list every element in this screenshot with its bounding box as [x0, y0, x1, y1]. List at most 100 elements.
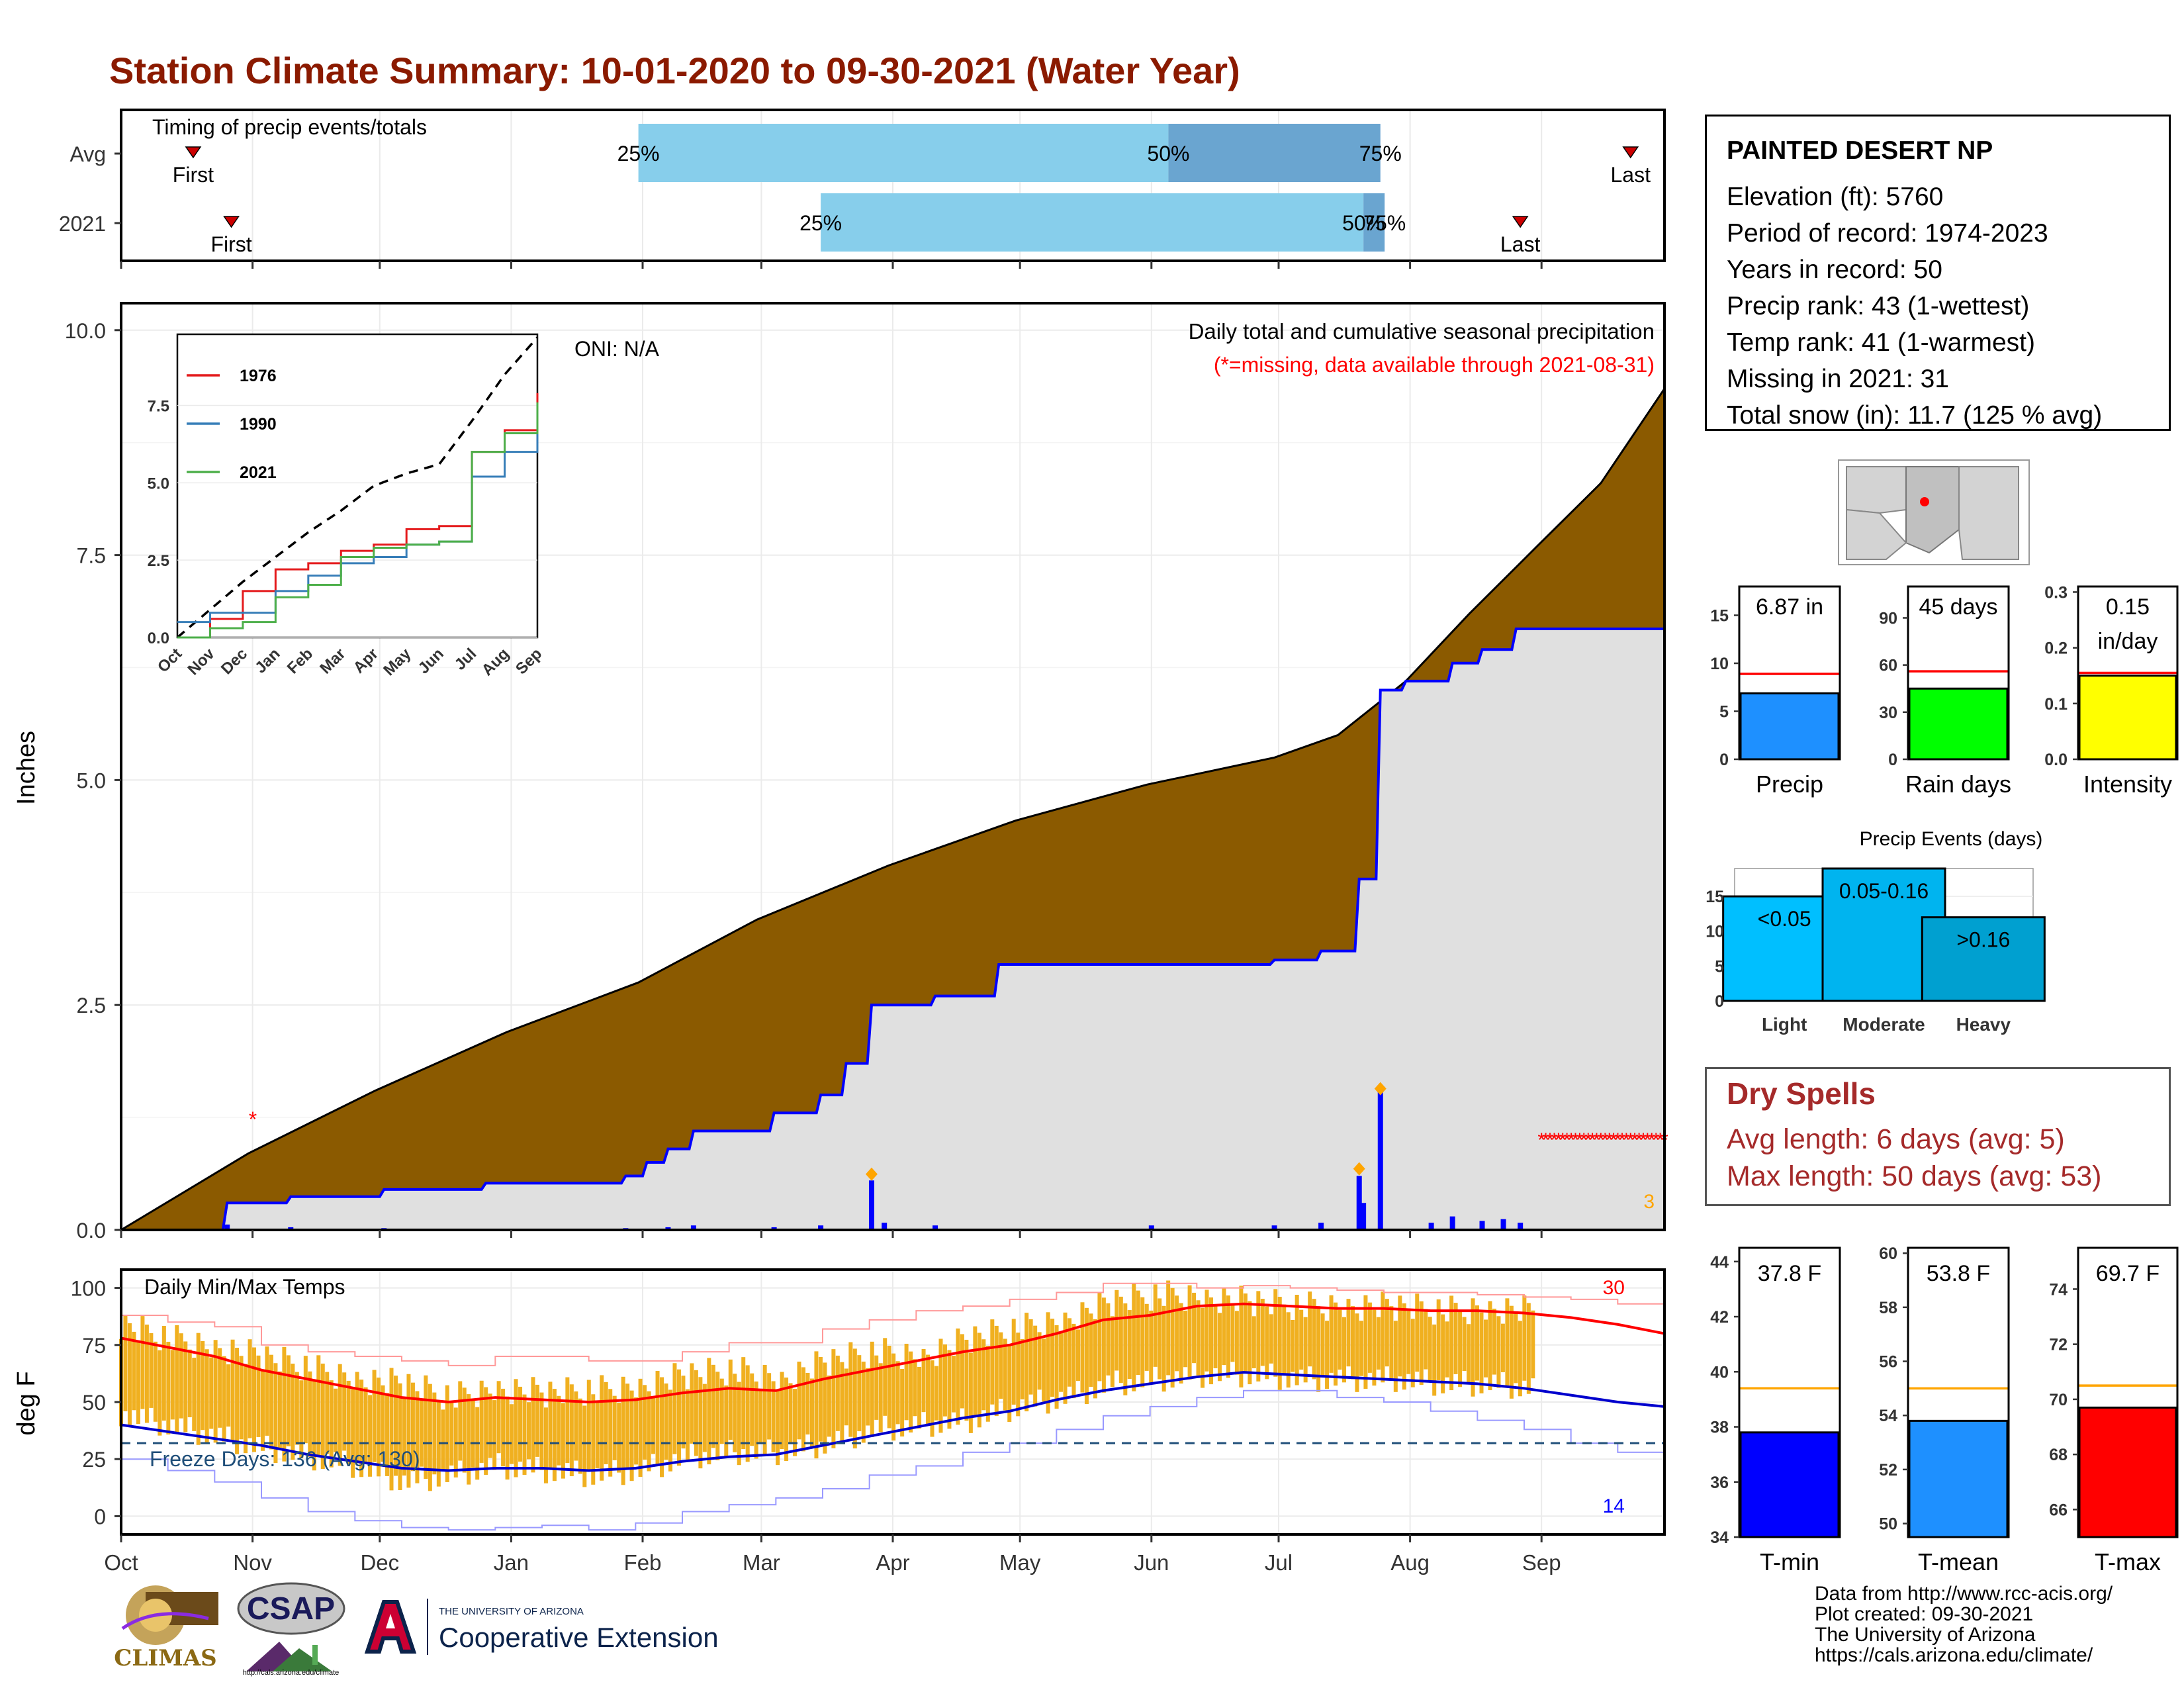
- daily-temp-range-bar: [363, 1387, 368, 1463]
- daily-temp-range-bar: [1256, 1291, 1261, 1382]
- daily-temp-range-bar: [818, 1356, 823, 1442]
- daily-temp-range-bar: [1213, 1305, 1218, 1368]
- totals-bar-Precip: [1739, 692, 1840, 761]
- temp-mean-y-tick-label: 66: [2049, 1501, 2068, 1519]
- event-bar-label: 0.05-0.16: [1839, 879, 1929, 903]
- missing-data-marker: *: [249, 1107, 257, 1131]
- daily-temp-range-bar: [1230, 1303, 1235, 1362]
- daily-temp-range-bar: [1338, 1309, 1342, 1370]
- daily-temp-range-bar: [741, 1357, 746, 1450]
- timing-bar-upper: [1363, 193, 1385, 252]
- missing-data-marker: *: [1551, 1129, 1559, 1151]
- month-tick-label: Feb: [624, 1550, 662, 1575]
- daily-temp-range-bar: [909, 1351, 913, 1433]
- daily-temp-range-bar: [277, 1371, 282, 1448]
- precip-corner-value: 3: [1643, 1191, 1655, 1213]
- daily-temp-range-bar: [647, 1391, 651, 1472]
- daily-temp-range-bar: [719, 1378, 724, 1444]
- inset-y-tick-label: 5.0: [148, 475, 169, 492]
- daily-temp-range-bar: [1291, 1319, 1295, 1372]
- daily-temp-range-bar: [132, 1331, 136, 1411]
- daily-temp-range-bar: [913, 1359, 917, 1417]
- daily-temp-range-bar: [600, 1375, 604, 1481]
- daily-temp-range-bar: [1462, 1317, 1467, 1372]
- temp-mean-panel-border: [1907, 1246, 2010, 1538]
- totals-value-text: 0.15: [2106, 594, 2150, 620]
- daily-temp-range-bar: [471, 1400, 475, 1468]
- daily-temp-range-bar: [222, 1356, 226, 1442]
- daily-temp-range-bar: [479, 1380, 484, 1463]
- daily-temp-range-bar: [926, 1354, 931, 1425]
- daily-temp-range-bar: [771, 1381, 776, 1452]
- daily-temp-range-bar: [904, 1343, 909, 1421]
- daily-precip-bar: [1271, 1225, 1277, 1230]
- daily-temp-range-bar: [424, 1375, 428, 1479]
- daily-temp-range-bar: [1071, 1323, 1076, 1399]
- last-event-label: Last: [1500, 232, 1541, 256]
- totals-y-tick-label: 0.3: [2044, 583, 2068, 602]
- daily-temp-range-bar: [1101, 1297, 1106, 1393]
- daily-temp-range-bar: [1526, 1303, 1531, 1394]
- missing-data-marker: *: [1580, 1129, 1588, 1151]
- daily-temp-range-bar: [1488, 1301, 1492, 1391]
- csap-url: http://cals.arizona.edu/climate: [242, 1669, 340, 1677]
- station-temp-rank: Temp rank: 41 (1-warmest): [1727, 328, 2035, 357]
- daily-temp-range-bar: [1334, 1302, 1338, 1386]
- missing-data-marker: *: [1631, 1129, 1639, 1151]
- daily-temp-range-bar: [235, 1347, 240, 1454]
- totals-value-text: 45 days: [1919, 594, 1997, 620]
- daily-temp-range-bar: [1243, 1293, 1248, 1372]
- daily-temp-range-bar: [780, 1372, 784, 1450]
- missing-data-marker: *: [1652, 1129, 1660, 1151]
- daily-temp-range-bar: [351, 1389, 355, 1478]
- temp-mean-y-tick-label: 74: [2049, 1280, 2068, 1299]
- daily-temp-range-bar: [681, 1376, 686, 1449]
- state-map-arizona: [1905, 466, 1960, 554]
- daily-temp-range-bar: [1424, 1309, 1428, 1370]
- temp-mean-bar-T-min: [1739, 1431, 1840, 1538]
- daily-temp-range-bar: [1158, 1298, 1162, 1380]
- daily-temp-range-bar: [1136, 1290, 1140, 1375]
- daily-temp-range-bar: [1316, 1306, 1321, 1392]
- totals-y-tick-label: 0: [1888, 751, 1897, 769]
- daily-temp-range-bar: [1406, 1311, 1411, 1374]
- daily-temp-range-bar: [299, 1380, 304, 1459]
- daily-temp-range-bar: [634, 1397, 639, 1465]
- daily-temp-range-bar: [1350, 1306, 1355, 1380]
- daily-temp-range-bar: [501, 1388, 506, 1467]
- daily-temp-range-bar: [1175, 1295, 1179, 1372]
- climas-text: CLIMAS: [114, 1645, 217, 1671]
- daily-temp-range-bar: [1286, 1312, 1291, 1388]
- daily-temp-range-bar: [518, 1386, 523, 1462]
- daily-temp-range-bar: [1140, 1297, 1145, 1387]
- totals-y-tick-label: 90: [1879, 609, 1897, 628]
- daily-temp-range-bar: [861, 1361, 866, 1443]
- precip-y-tick-label: 10.0: [65, 319, 106, 343]
- daily-temp-range-bar: [1415, 1293, 1420, 1372]
- inset-panel-frame: [176, 333, 539, 639]
- station-name: PAINTED DESERT NP: [1727, 136, 1993, 165]
- daily-temp-range-bar: [398, 1383, 402, 1490]
- page-title: Station Climate Summary: 10-01-2020 to 0…: [109, 50, 1240, 91]
- daily-temp-range-bar: [1192, 1292, 1197, 1364]
- freeze-days-label: Freeze Days: 136 (Avg: 130): [150, 1447, 420, 1471]
- temp-mean-bar-T-mean: [1908, 1419, 2009, 1538]
- totals-bar-Intensity: [2078, 675, 2177, 761]
- daily-temp-range-bar: [964, 1339, 969, 1421]
- daily-temp-range-bar: [175, 1325, 179, 1434]
- first-event-marker: [185, 146, 202, 159]
- daily-temp-range-bar: [990, 1319, 995, 1405]
- daily-precip-bar: [224, 1224, 230, 1230]
- daily-temp-range-bar: [1277, 1297, 1282, 1390]
- daily-temp-range-bar: [930, 1360, 934, 1437]
- daily-temp-range-bar: [848, 1342, 853, 1437]
- temp-y-tick-label: 0: [94, 1505, 106, 1528]
- daily-temp-range-bar: [625, 1383, 630, 1469]
- record-max-line: [121, 1282, 1665, 1366]
- credit-line: Data from http://www.rcc-acis.org/: [1815, 1583, 2113, 1605]
- daily-precip-bar: [882, 1223, 887, 1230]
- daily-temp-range-bar: [870, 1341, 874, 1437]
- missing-data-marker: *: [1657, 1129, 1664, 1151]
- daily-temp-range-bar: [1084, 1307, 1089, 1405]
- temp-mean-value-text: 53.8 F: [1927, 1261, 1990, 1286]
